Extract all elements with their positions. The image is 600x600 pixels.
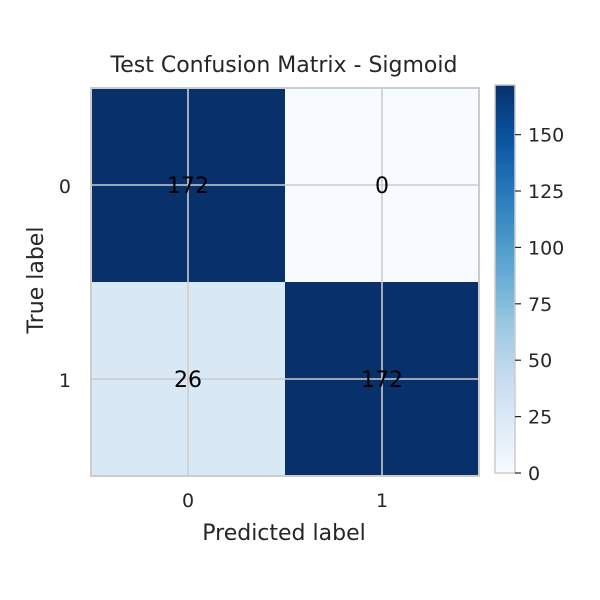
cell-value-0-1: 0 <box>375 174 389 199</box>
y-axis-ticks: 01 <box>59 176 71 392</box>
y-tick-label: 0 <box>59 176 71 198</box>
cell-value-0-0: 172 <box>167 174 209 199</box>
cell-value-1-1: 172 <box>361 368 403 393</box>
y-axis-label: True label <box>24 227 49 335</box>
heatmap-cells <box>91 88 479 476</box>
colorbar-tick-label: 75 <box>528 294 552 316</box>
colorbar: 0 25 50 75 100 125 150 <box>494 84 564 485</box>
colorbar-gradient <box>494 84 516 474</box>
x-axis-label: Predicted label <box>202 521 365 546</box>
x-tick-label: 1 <box>376 490 388 512</box>
colorbar-tick-label: 150 <box>528 125 564 147</box>
colorbar-tick-label: 50 <box>528 350 552 372</box>
heatmap-frame <box>90 87 480 477</box>
colorbar-tick-label: 25 <box>528 407 552 429</box>
y-tick-label: 1 <box>59 370 71 392</box>
colorbar-tick-label: 0 <box>528 463 540 485</box>
colorbar-tick-label: 100 <box>528 237 564 259</box>
x-tick-label: 0 <box>182 490 194 512</box>
cell-labels: 172 0 26 172 <box>167 174 403 393</box>
chart-title: Test Confusion Matrix - Sigmoid <box>110 53 458 78</box>
cell-value-1-0: 26 <box>174 368 202 393</box>
heatmap-grid <box>91 88 479 476</box>
colorbar-tick-label: 125 <box>528 181 564 203</box>
